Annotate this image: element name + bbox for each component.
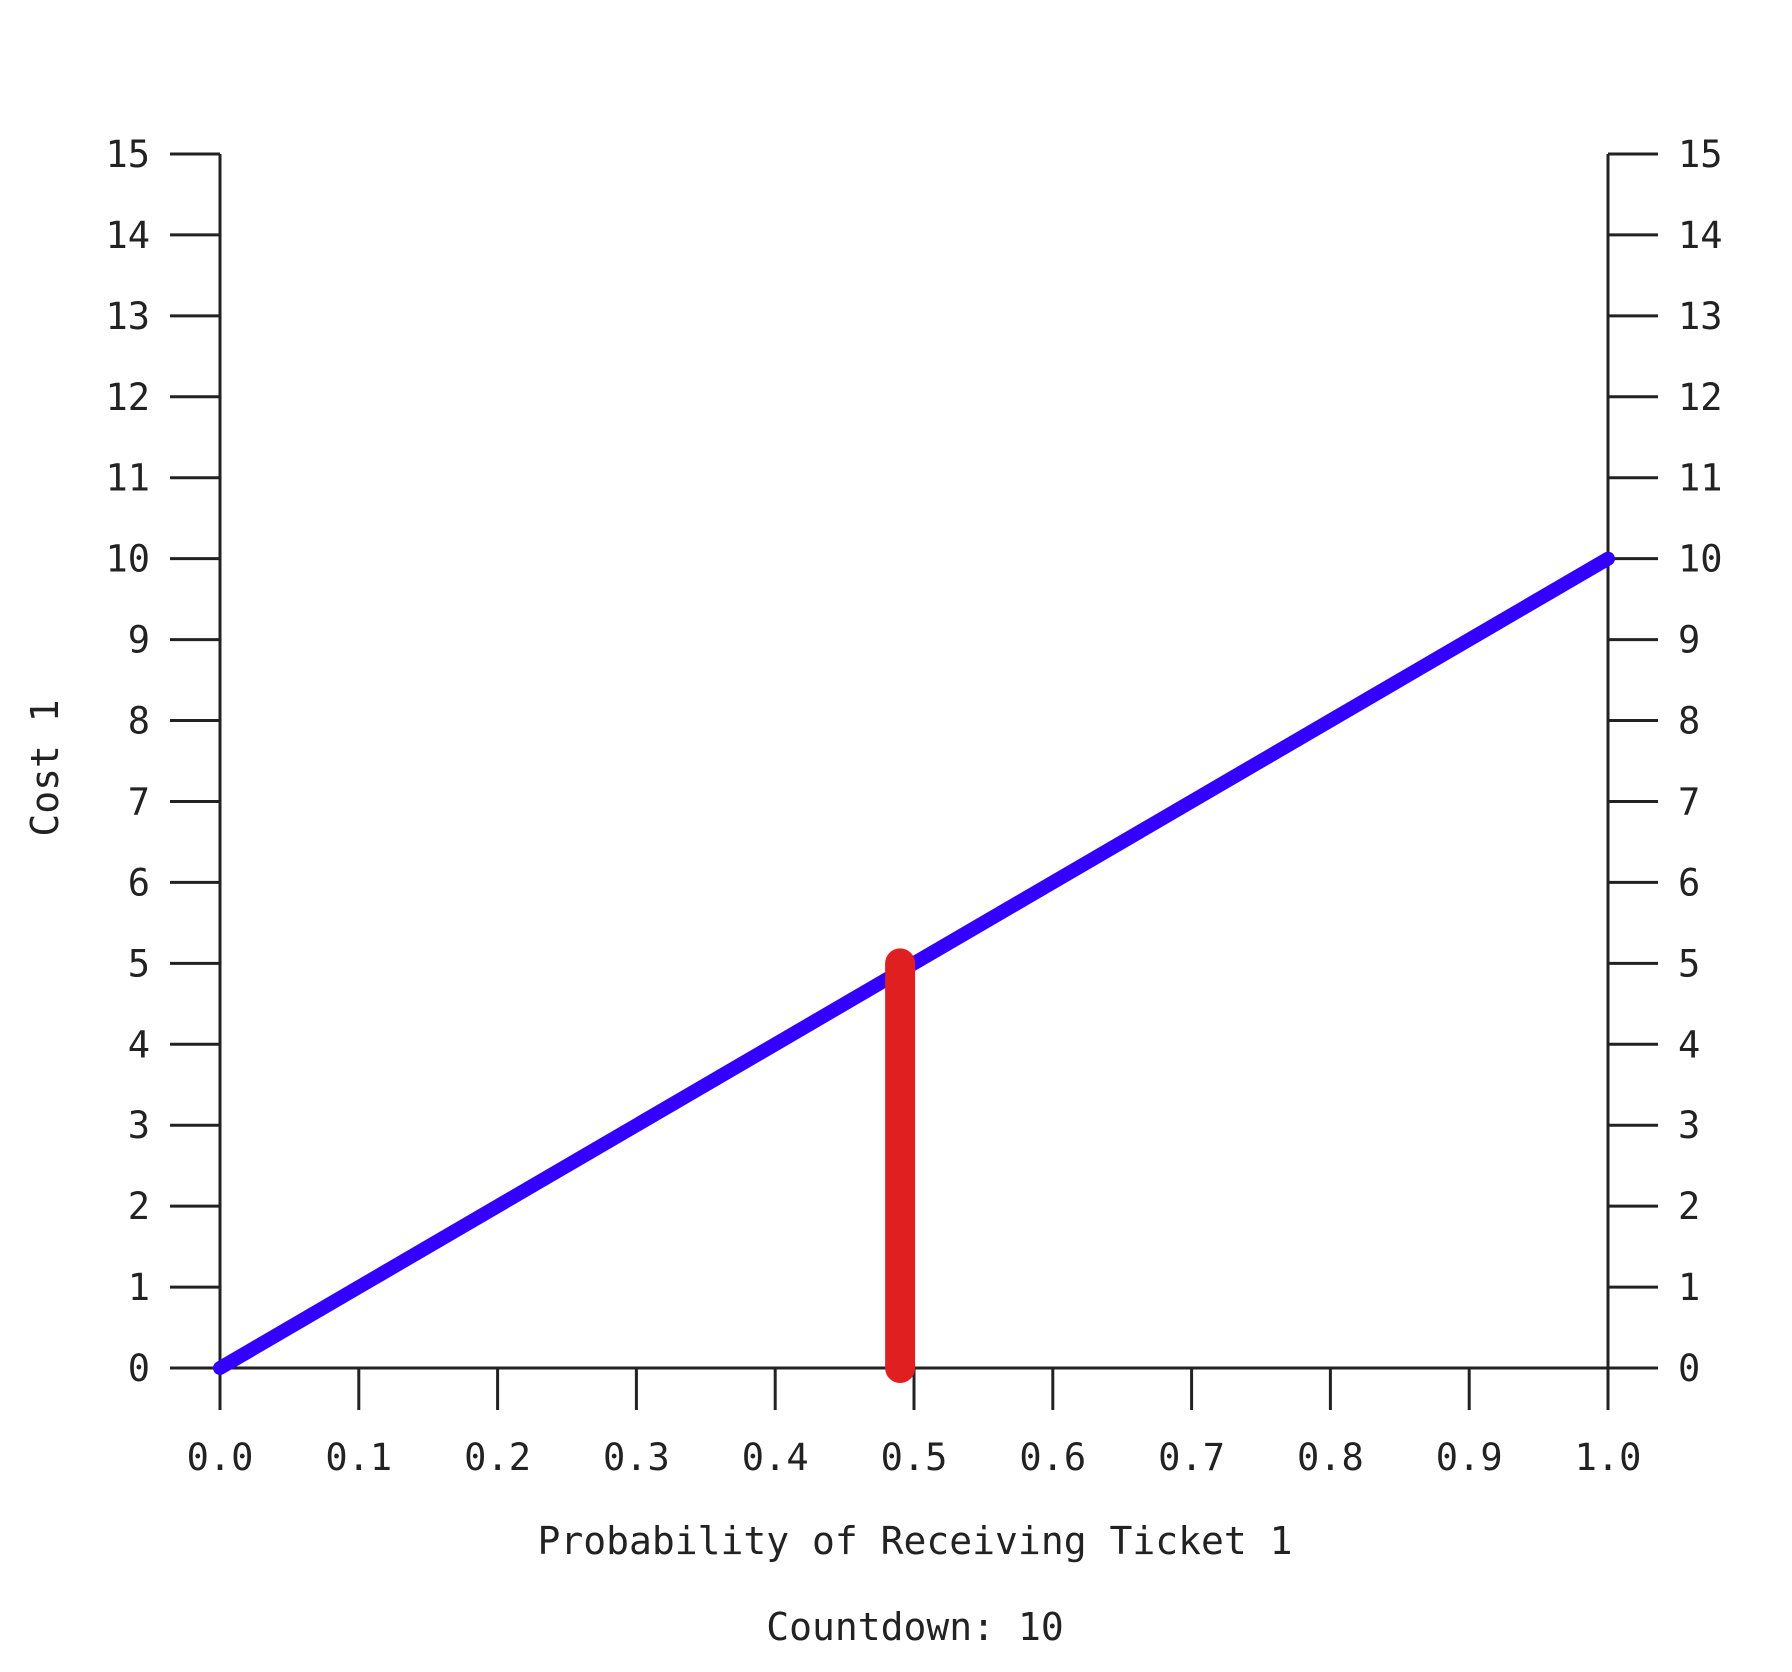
x-tick-label: 0.4 bbox=[742, 1436, 809, 1479]
y-tick-label-left: 11 bbox=[105, 457, 150, 500]
y-tick-label-right: 9 bbox=[1678, 619, 1700, 662]
y-tick-label-right: 7 bbox=[1678, 780, 1700, 823]
y-tick-label-left: 3 bbox=[128, 1104, 150, 1147]
y-tick-label-left: 1 bbox=[128, 1266, 150, 1309]
y-tick-label-right: 4 bbox=[1678, 1023, 1700, 1066]
y-tick-label-left: 15 bbox=[105, 133, 150, 176]
x-tick-label: 0.0 bbox=[187, 1436, 254, 1479]
y-tick-label-right: 11 bbox=[1678, 457, 1723, 500]
y-tick-label-left: 5 bbox=[128, 942, 150, 985]
y-tick-label-right: 14 bbox=[1678, 214, 1723, 257]
x-tick-label: 0.1 bbox=[325, 1436, 392, 1479]
y-tick-label-left: 2 bbox=[128, 1185, 150, 1228]
y-tick-label-right: 10 bbox=[1678, 538, 1723, 581]
y-tick-label-left: 4 bbox=[128, 1023, 150, 1066]
y-tick-label-right: 0 bbox=[1678, 1347, 1700, 1390]
y-tick-label-right: 8 bbox=[1678, 700, 1700, 743]
y-tick-label-left: 6 bbox=[128, 861, 150, 904]
y-tick-label-left: 14 bbox=[105, 214, 150, 257]
countdown-text: Countdown: 10 bbox=[766, 1605, 1063, 1649]
x-tick-label: 0.6 bbox=[1019, 1436, 1086, 1479]
y-tick-label-left: 9 bbox=[128, 619, 150, 662]
x-tick-label: 0.2 bbox=[464, 1436, 531, 1479]
y-tick-label-left: 13 bbox=[105, 295, 150, 338]
y-tick-label-right: 2 bbox=[1678, 1185, 1700, 1228]
x-tick-label: 0.7 bbox=[1158, 1436, 1225, 1479]
y-tick-label-right: 13 bbox=[1678, 295, 1723, 338]
y-tick-label-right: 3 bbox=[1678, 1104, 1700, 1147]
y-tick-label-right: 6 bbox=[1678, 861, 1700, 904]
x-tick-label: 0.5 bbox=[881, 1436, 948, 1479]
y-tick-label-right: 15 bbox=[1678, 133, 1723, 176]
x-tick-label: 0.3 bbox=[603, 1436, 670, 1479]
y-axis-title: Cost 1 bbox=[23, 699, 67, 836]
y-tick-label-left: 0 bbox=[128, 1347, 150, 1390]
x-axis-title: Probability of Receiving Ticket 1 bbox=[538, 1519, 1293, 1563]
y-tick-label-right: 12 bbox=[1678, 376, 1723, 419]
y-tick-label-left: 7 bbox=[128, 780, 150, 823]
y-tick-label-right: 1 bbox=[1678, 1266, 1700, 1309]
y-tick-label-left: 8 bbox=[128, 700, 150, 743]
x-tick-label: 0.8 bbox=[1297, 1436, 1364, 1479]
x-tick-label: 1.0 bbox=[1575, 1436, 1642, 1479]
y-tick-label-left: 10 bbox=[105, 538, 150, 581]
y-tick-label-right: 5 bbox=[1678, 942, 1700, 985]
y-tick-label-left: 12 bbox=[105, 376, 150, 419]
x-tick-label: 0.9 bbox=[1436, 1436, 1503, 1479]
